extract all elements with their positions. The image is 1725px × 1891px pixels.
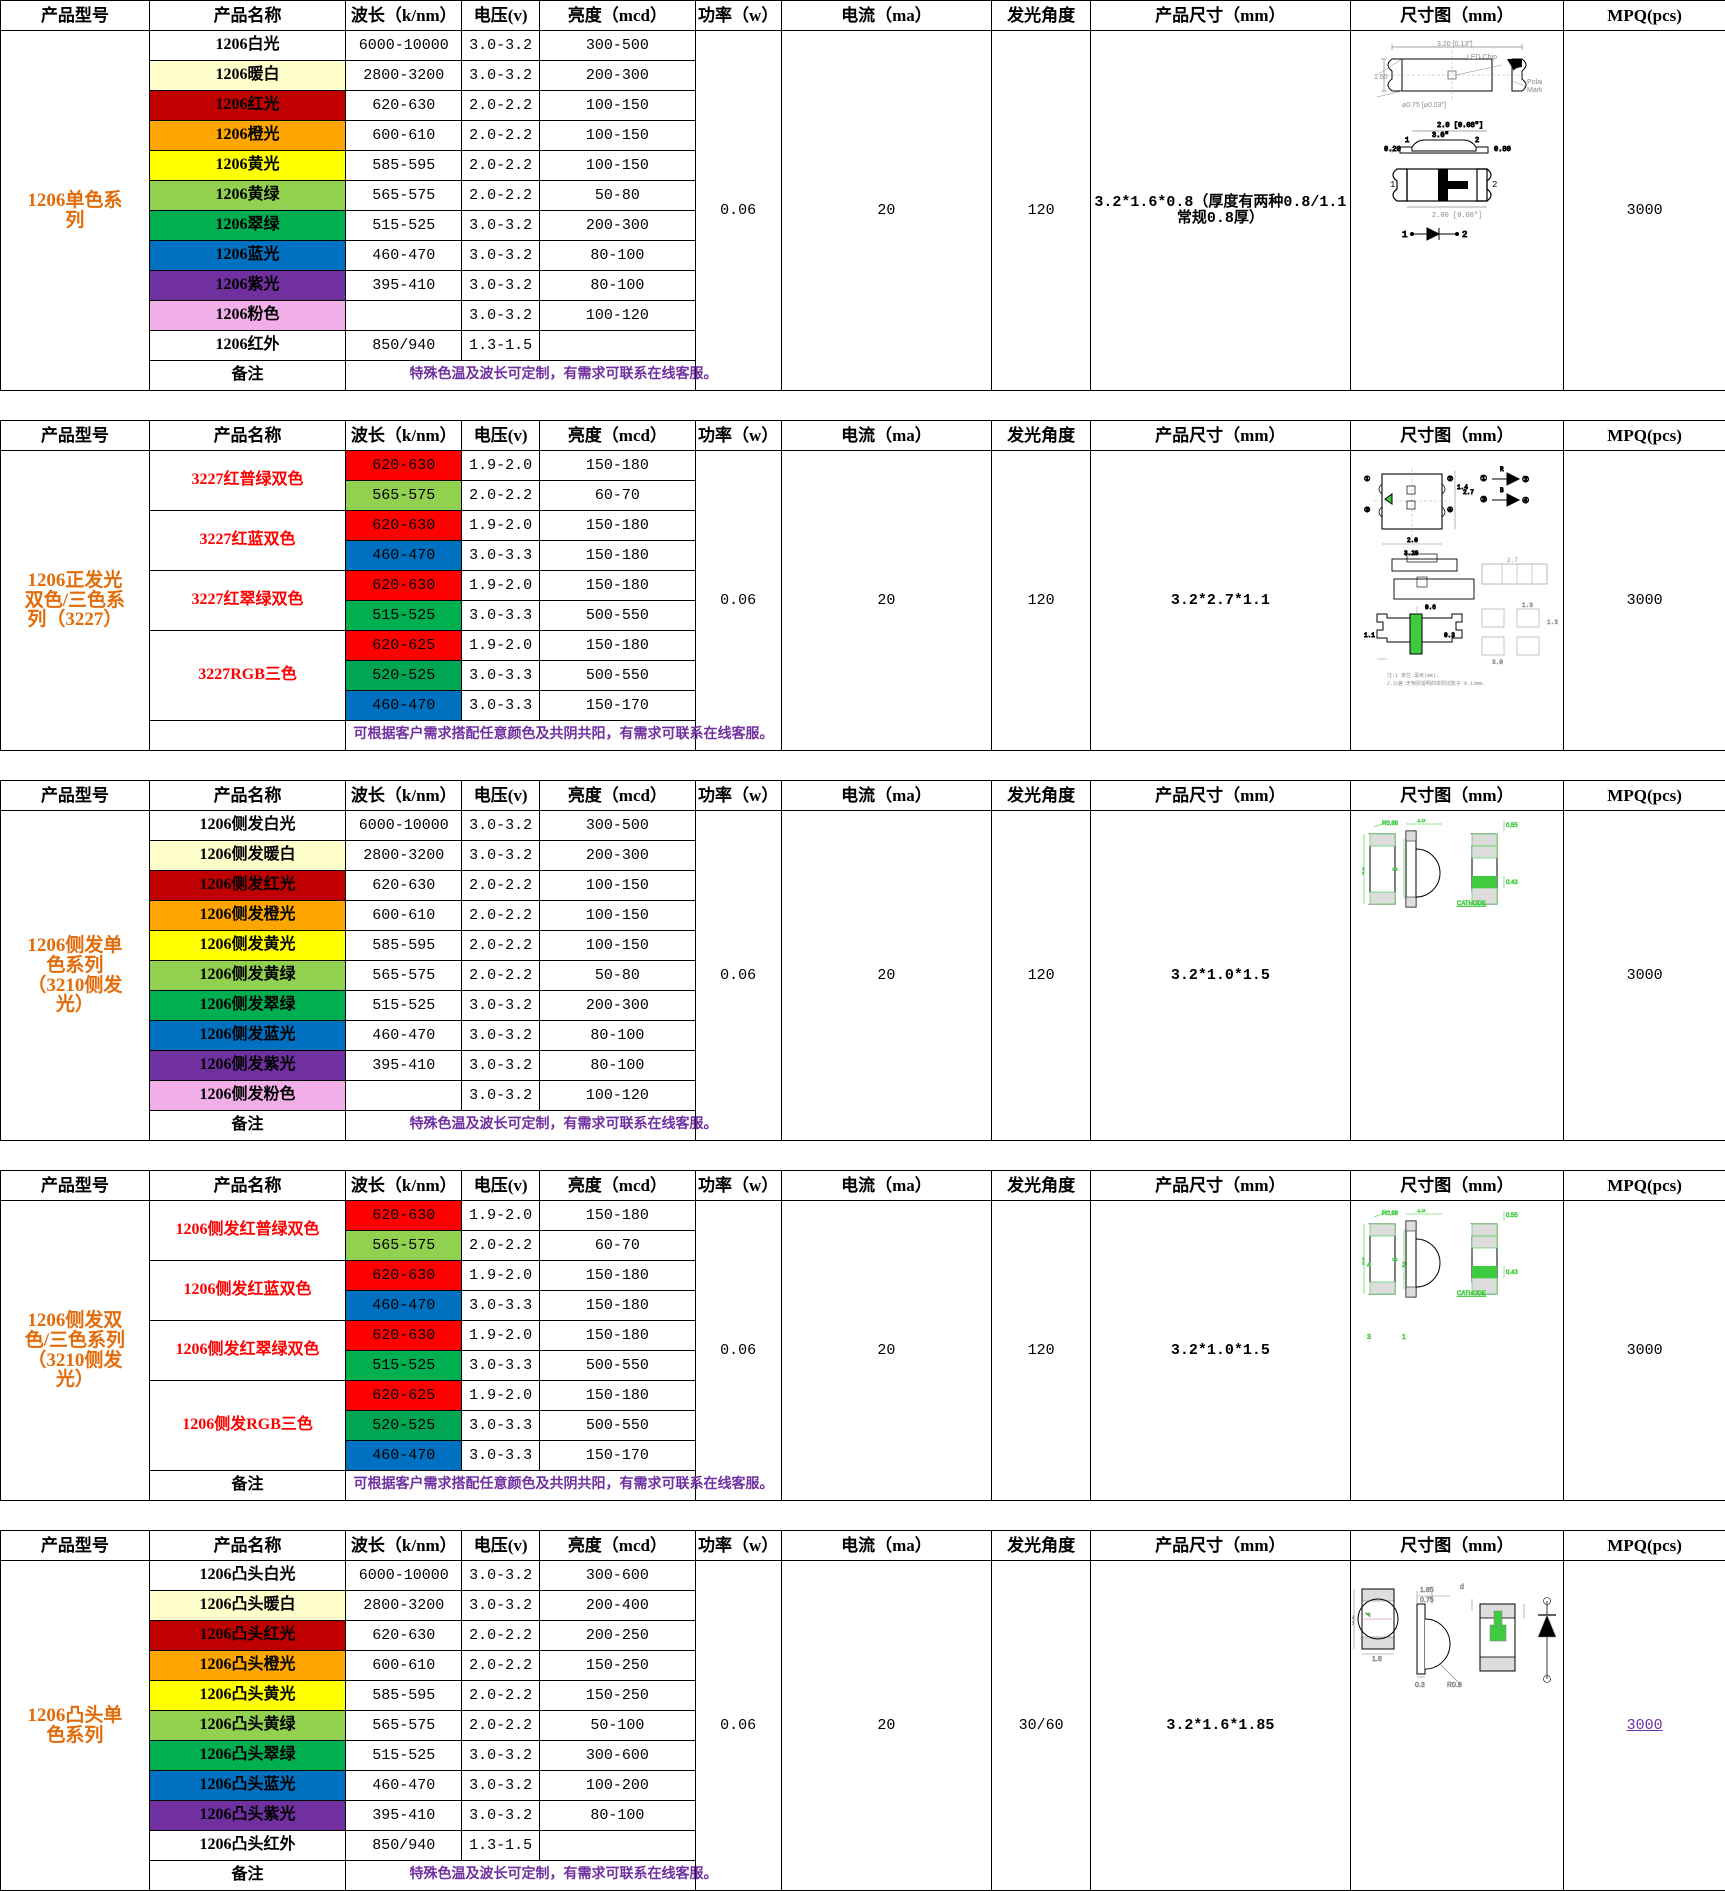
- svg-text:0.75: 0.75: [1420, 1597, 1434, 1604]
- svg-text:R0.8: R0.8: [1447, 1682, 1462, 1689]
- svg-text:1: 1: [1402, 230, 1407, 240]
- svg-text:1.3: 1.3: [1547, 619, 1558, 626]
- svg-text:2: 2: [1393, 1257, 1399, 1261]
- svg-text:1.85: 1.85: [1420, 1587, 1434, 1594]
- svg-text:2: 2: [1475, 137, 1479, 145]
- svg-text:1.5: 1.5: [1417, 819, 1426, 824]
- svg-text:2.公差:无特别说明的举则坑影子 0.13mm.: 2.公差:无特别说明的举则坑影子 0.13mm.: [1387, 680, 1485, 687]
- svg-text:0.43: 0.43: [1506, 880, 1518, 886]
- svg-text:1.5: 1.5: [1417, 1209, 1426, 1214]
- svg-text:CATHODE: CATHODE: [1457, 1291, 1486, 1297]
- svg-text:0.6: 0.6: [1425, 604, 1436, 611]
- svg-text:2: 2: [1402, 1262, 1406, 1269]
- svg-text:④: ④: [1447, 506, 1453, 515]
- svg-text:3: 3: [1367, 1334, 1371, 1341]
- svg-text:CATHODE: CATHODE: [1457, 901, 1486, 907]
- svg-text:注:1 单位:毫米(mm).: 注:1 单位:毫米(mm).: [1387, 672, 1439, 679]
- svg-text:③: ③: [1364, 506, 1370, 515]
- svg-text:3.0: 3.0: [1492, 659, 1503, 666]
- svg-text:0.3: 0.3: [1415, 1682, 1425, 1689]
- svg-text:R0.88: R0.88: [1382, 821, 1399, 827]
- svg-text:1.6: 1.6: [1372, 1656, 1382, 1663]
- svg-text:3.20 [0.13"]: 3.20 [0.13"]: [1437, 41, 1473, 48]
- svg-text:1.1: 1.1: [1364, 632, 1375, 639]
- svg-text:1: 1: [1405, 137, 1409, 145]
- svg-text:0.80: 0.80: [1494, 146, 1511, 154]
- svg-text:④: ④: [1522, 497, 1529, 506]
- svg-text:①: ①: [1480, 475, 1487, 484]
- svg-text:R0.88: R0.88: [1382, 1211, 1399, 1217]
- svg-text:Mark: Mark: [1527, 87, 1542, 94]
- svg-text:3.0": 3.0": [1432, 132, 1449, 140]
- svg-text:2.7: 2.7: [1463, 489, 1474, 496]
- svg-text:1.60: 1.60: [1374, 74, 1388, 81]
- svg-text:2.7: 2.7: [1507, 557, 1518, 564]
- svg-text:②: ②: [1447, 475, 1453, 484]
- svg-text:2.0 [0.08"]: 2.0 [0.08"]: [1437, 122, 1483, 130]
- svg-text:③: ③: [1480, 496, 1487, 505]
- svg-text:0.55: 0.55: [1506, 1213, 1518, 1219]
- svg-text:3.20: 3.20: [1404, 550, 1419, 557]
- svg-text:1: 1: [1402, 1334, 1406, 1341]
- svg-text:LED Chip: LED Chip: [1467, 54, 1497, 61]
- svg-text:1: 1: [1390, 180, 1395, 190]
- svg-text:4: 4: [1367, 1262, 1371, 1269]
- svg-text:3.2: 3.2: [1362, 1256, 1366, 1265]
- svg-text:B: B: [1500, 487, 1504, 494]
- svg-text:2.00 [0.08"]: 2.00 [0.08"]: [1432, 212, 1482, 220]
- svg-text:3.2: 3.2: [1352, 1615, 1356, 1625]
- svg-text:2.0: 2.0: [1407, 537, 1418, 544]
- svg-text:Polarity: Polarity: [1527, 79, 1542, 86]
- svg-text:②: ②: [1522, 476, 1529, 485]
- svg-text:⌀0.75 [⌀0.03"]: ⌀0.75 [⌀0.03"]: [1402, 102, 1446, 109]
- svg-text:R: R: [1500, 466, 1504, 473]
- svg-text:0.55: 0.55: [1506, 823, 1518, 829]
- svg-text:0.20: 0.20: [1384, 146, 1401, 154]
- svg-text:1.3: 1.3: [1522, 602, 1533, 609]
- svg-text:0.43: 0.43: [1506, 1270, 1518, 1276]
- svg-text:2: 2: [1492, 180, 1497, 190]
- svg-text:2: 2: [1462, 230, 1467, 240]
- svg-text:0.3: 0.3: [1444, 632, 1455, 639]
- svg-text:①: ①: [1364, 475, 1370, 484]
- svg-text:3.2: 3.2: [1362, 866, 1366, 875]
- svg-text:d: d: [1460, 1584, 1464, 1591]
- svg-text:2: 2: [1393, 867, 1399, 871]
